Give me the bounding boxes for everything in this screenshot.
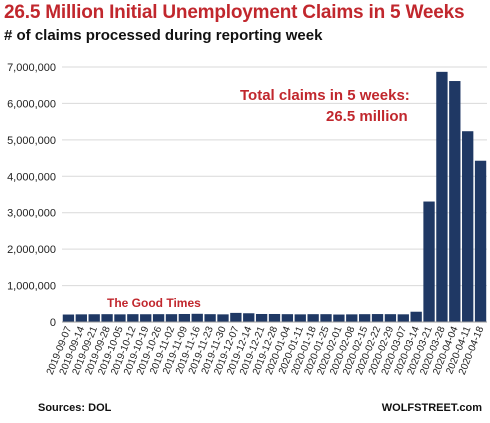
bar — [462, 131, 474, 322]
y-tick-label: 0 — [50, 317, 56, 329]
bar — [320, 314, 332, 322]
bar — [217, 314, 229, 322]
bar — [449, 81, 461, 322]
bar — [127, 314, 139, 322]
bar — [204, 314, 216, 322]
chart-title: 26.5 Million Initial Unemployment Claims… — [4, 2, 465, 23]
x-axis-ticks: 2019-09-072019-09-142019-09-212019-09-28… — [45, 325, 487, 377]
bar — [255, 313, 268, 322]
bar — [307, 314, 319, 322]
annotation-total-value: 26.5 million — [326, 108, 408, 125]
bar — [346, 314, 358, 322]
bar — [75, 314, 87, 322]
bar — [140, 314, 152, 322]
bar — [114, 314, 126, 322]
y-tick-label: 5,000,000 — [7, 135, 56, 147]
bars — [62, 71, 487, 322]
y-tick-label: 2,000,000 — [7, 244, 56, 256]
bar — [281, 314, 294, 322]
bar — [371, 314, 384, 322]
bar — [474, 160, 487, 322]
y-tick-label: 3,000,000 — [7, 208, 56, 220]
source-note: Sources: DOL — [38, 402, 112, 414]
y-tick-label: 4,000,000 — [7, 171, 56, 183]
y-tick-label: 7,000,000 — [7, 62, 56, 74]
bar — [230, 312, 242, 322]
bar — [101, 314, 113, 322]
bar — [358, 314, 371, 322]
y-axis-ticks: 0 1,000,000 2,000,000 3,000,000 4,000,000 5,0… — [7, 62, 56, 329]
bar — [436, 71, 448, 322]
bar — [243, 313, 255, 322]
bar — [62, 314, 75, 322]
bar — [410, 311, 422, 322]
bar — [333, 314, 345, 322]
bar — [178, 313, 191, 322]
bar — [397, 314, 409, 322]
annotation-total-label: Total claims in 5 weeks: — [240, 87, 410, 104]
bar — [294, 314, 306, 322]
bar — [165, 314, 178, 322]
bar — [268, 313, 281, 322]
y-tick-label: 6,000,000 — [7, 98, 56, 110]
bar — [191, 313, 203, 322]
chart-subtitle: # of claims processed during reporting w… — [4, 27, 323, 44]
brand-label: WOLFSTREET.com — [381, 402, 482, 414]
annotation-good-times: The Good Times — [107, 296, 201, 310]
bar — [423, 201, 435, 322]
bar — [384, 314, 397, 322]
grid-lines — [62, 66, 487, 287]
bar — [152, 314, 165, 322]
bar — [88, 314, 100, 322]
y-tick-label: 1,000,000 — [7, 281, 56, 293]
